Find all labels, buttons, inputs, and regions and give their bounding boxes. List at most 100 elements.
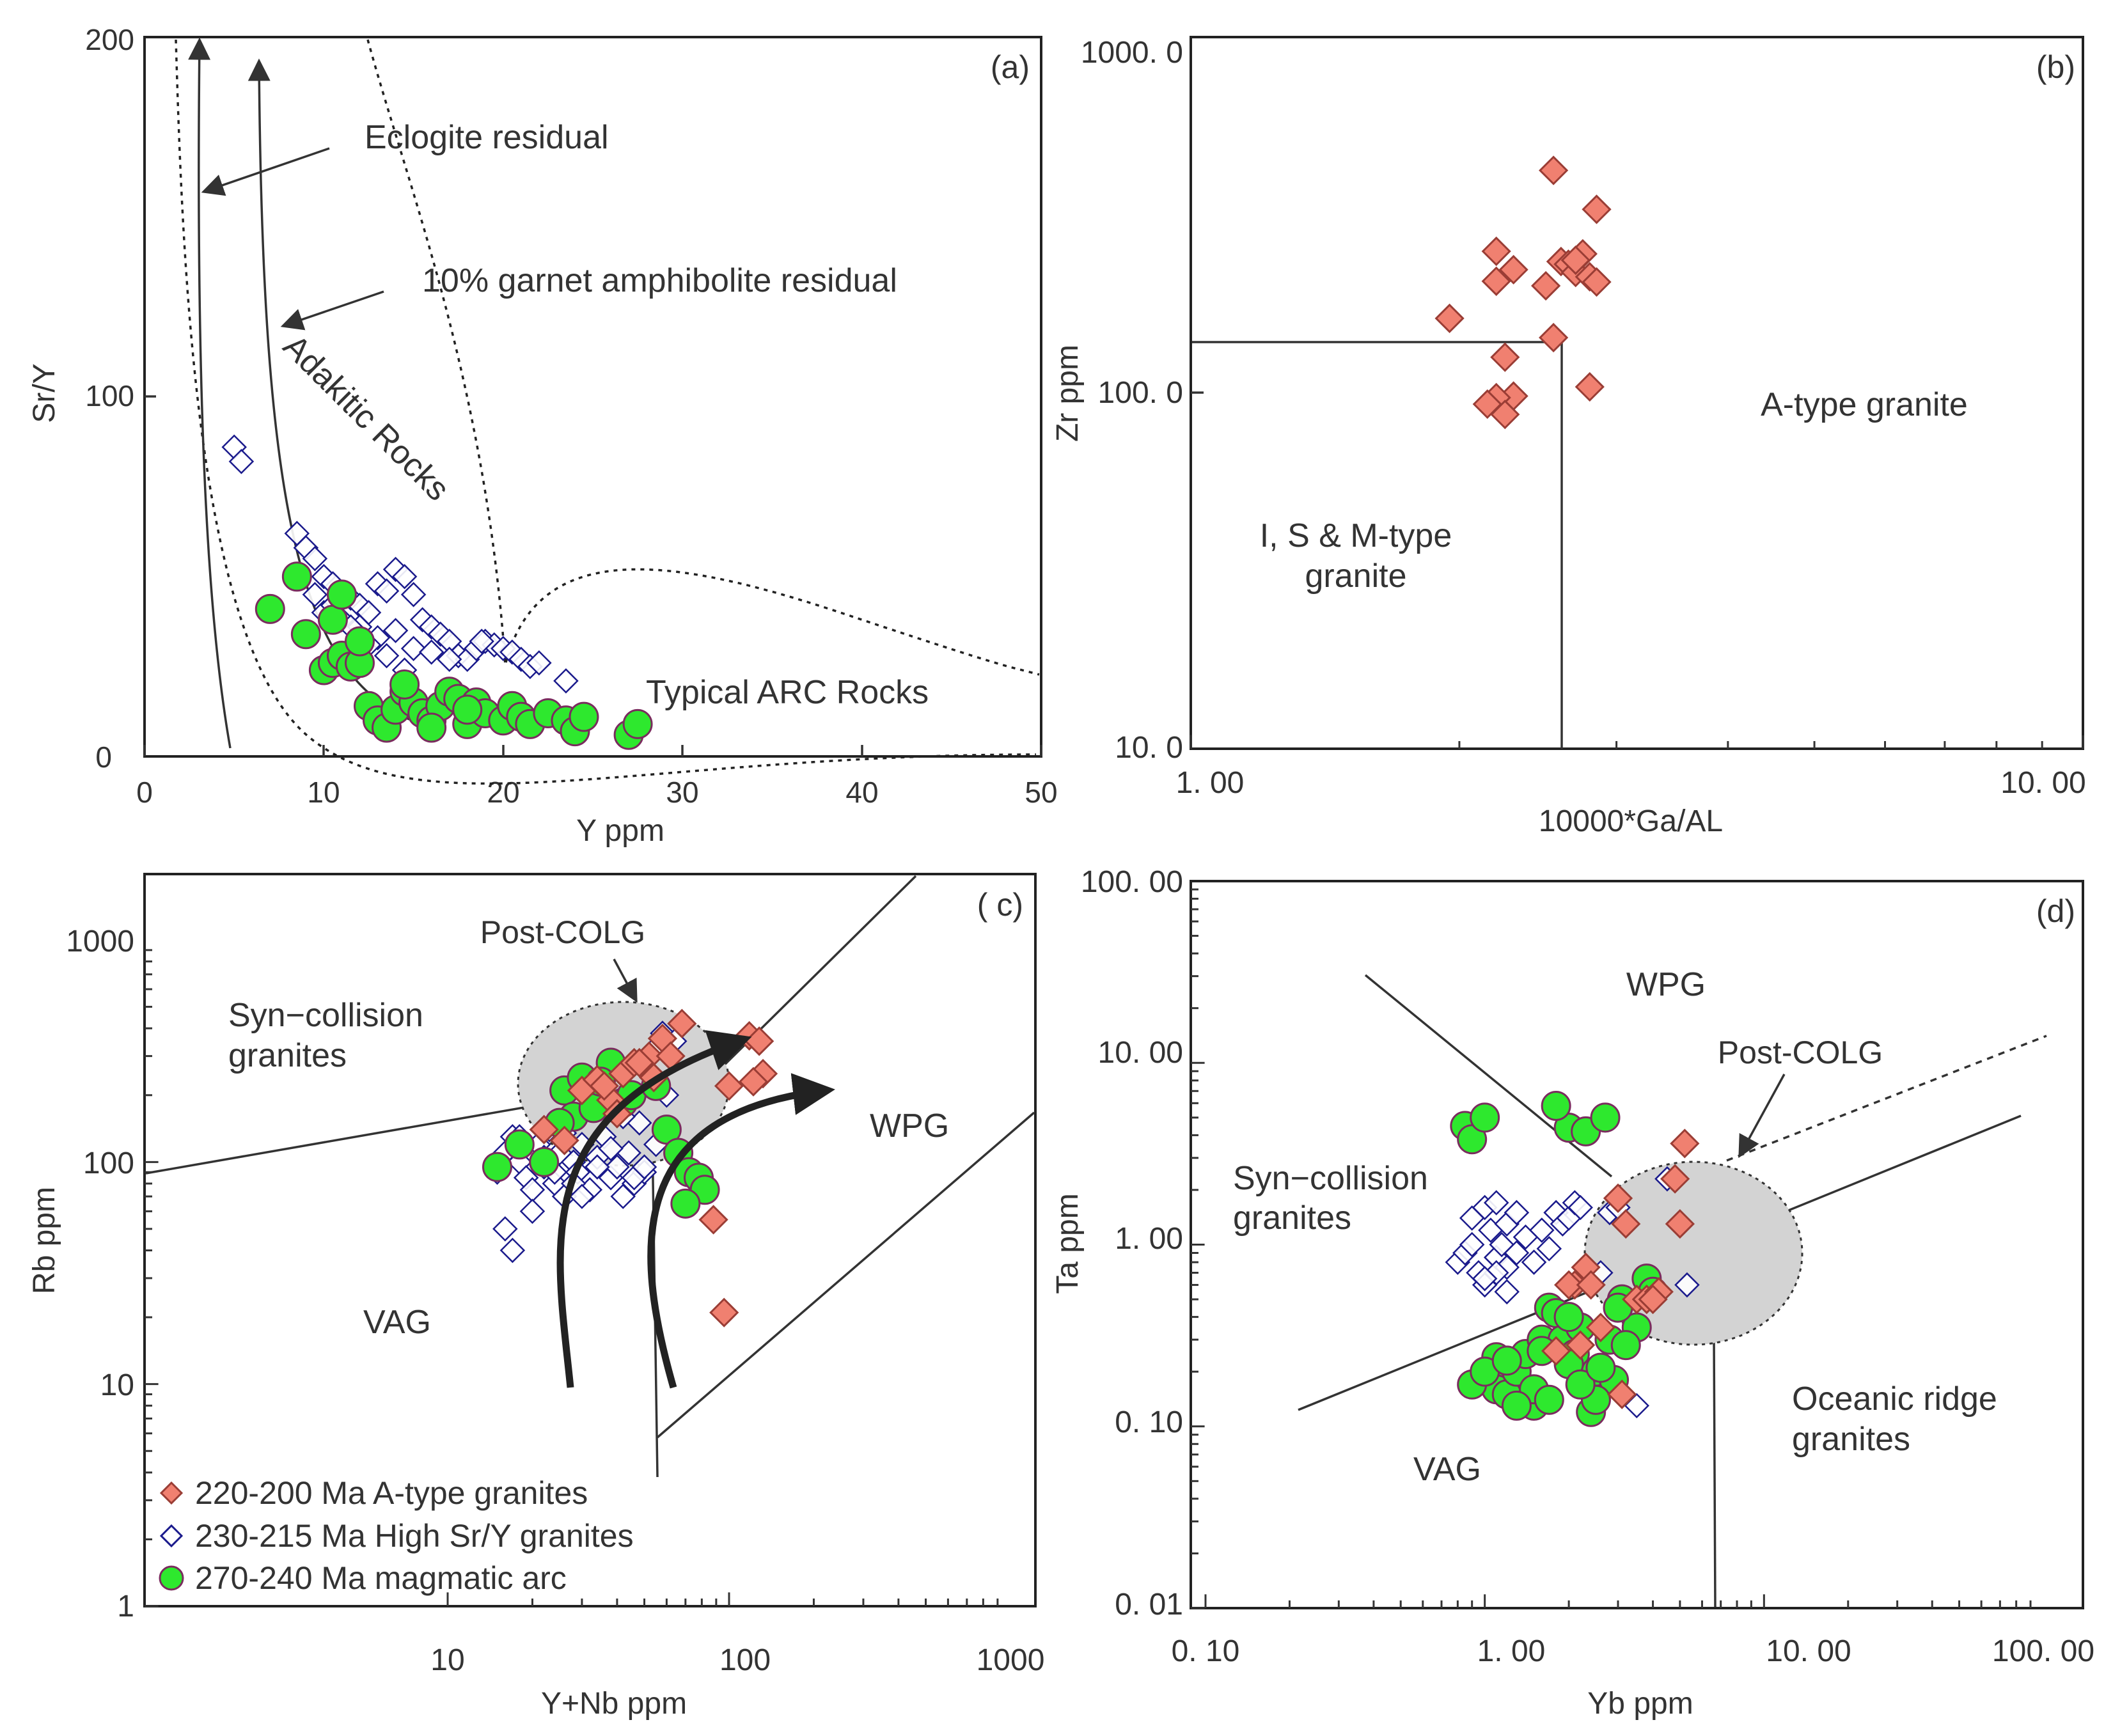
data-point xyxy=(616,1140,641,1166)
panel-b-label: (b) xyxy=(2036,49,2075,85)
data-point xyxy=(549,1125,579,1155)
panel-c-frame xyxy=(143,873,1037,1607)
data-point xyxy=(1504,1200,1530,1226)
data-point xyxy=(624,1047,654,1078)
data-point xyxy=(317,604,348,635)
annotation-syncolg-line2: granites xyxy=(1233,1200,1351,1237)
data-point xyxy=(1491,1345,1522,1376)
data-point xyxy=(529,1146,560,1177)
data-point xyxy=(373,578,400,604)
y-tick-label: 1 xyxy=(117,1590,134,1623)
data-point xyxy=(492,1216,518,1242)
data-point xyxy=(1472,389,1502,419)
panel-b-x-axis-label: 10000*Ga/AL xyxy=(1539,804,1723,838)
x-tick-label: 0 xyxy=(136,776,153,809)
x-tick-label: 50 xyxy=(1025,776,1057,809)
y-tick-label: 10. 0 xyxy=(1115,731,1183,765)
data-point xyxy=(499,1237,526,1263)
panel-a: 0 10 20 30 40 50 0 100 200 Y ppm Sr/Y (a… xyxy=(27,23,1058,848)
data-point xyxy=(519,1198,546,1224)
legend-a-type-label: 220-200 Ma A-type granites xyxy=(195,1475,588,1511)
data-point xyxy=(1536,1236,1562,1262)
data-point xyxy=(1529,1217,1555,1243)
annotation-garnet: 10% garnet amphibolite residual xyxy=(422,262,897,299)
data-point xyxy=(302,582,328,607)
data-point xyxy=(1553,1302,1584,1333)
legend-arc-marker xyxy=(159,1565,184,1591)
post-colg-arrow xyxy=(613,958,638,1003)
data-point xyxy=(1470,1102,1500,1133)
data-point xyxy=(281,561,312,592)
trend-arrow-1 xyxy=(556,1030,752,1388)
data-point xyxy=(482,1152,512,1182)
panel-d: 100. 00 10. 00 1. 00 0. 10 0. 01 0. 10 1… xyxy=(1051,865,2094,1721)
y-tick-label: 100 xyxy=(83,1146,134,1180)
x-tick-label: 1000 xyxy=(977,1643,1045,1677)
annotation-syncolg-line1: Syn−collision xyxy=(1233,1160,1428,1197)
y-tick-label: 10 xyxy=(100,1368,134,1402)
data-point xyxy=(1567,1194,1593,1221)
data-point xyxy=(1566,1330,1596,1360)
annotation-vag: VAG xyxy=(363,1304,431,1341)
x-tick-label: 30 xyxy=(666,776,698,809)
panel-b-minor-ticks xyxy=(1190,735,2043,749)
post-colg-arrow xyxy=(1738,1074,1786,1159)
panel-a-x-axis-label: Y ppm xyxy=(576,814,664,848)
data-point xyxy=(1541,1090,1571,1121)
data-point xyxy=(400,582,427,607)
panel-d-x-axis-label: Yb ppm xyxy=(1587,1687,1693,1721)
data-point xyxy=(391,563,418,590)
y-tick-label: 100. 0 xyxy=(1098,376,1183,410)
data-point xyxy=(344,626,375,657)
wpg-orig-boundary xyxy=(656,1111,1035,1439)
vag-orig-vertical-boundary xyxy=(1713,1336,1716,1607)
y-tick-label: 100 xyxy=(85,379,134,412)
data-point xyxy=(290,619,321,650)
data-point xyxy=(1638,1284,1668,1315)
eclogite-trend xyxy=(188,37,232,749)
annotation-syncolg-line1: Syn−collision xyxy=(228,997,423,1034)
x-tick-label: 10. 00 xyxy=(1766,1634,1851,1668)
data-point xyxy=(529,1114,559,1145)
x-tick-label: 100. 00 xyxy=(1992,1634,2094,1668)
annotation-syncolg-line2: granites xyxy=(228,1037,347,1074)
panel-c-y-axis-label: Rb ppm xyxy=(27,1187,61,1294)
annotation-post-colg: Post-COLG xyxy=(1718,1035,1883,1070)
data-point xyxy=(604,1154,630,1180)
data-point xyxy=(1610,1330,1641,1361)
y-tick-label: 1. 00 xyxy=(1115,1222,1183,1256)
data-point xyxy=(1603,1183,1633,1214)
data-point xyxy=(1490,342,1520,372)
annotation-isv-line2: granite xyxy=(1305,558,1407,595)
data-point xyxy=(1607,1379,1637,1409)
data-point xyxy=(1541,1336,1571,1366)
data-point xyxy=(698,1205,728,1235)
panel-d-minor-ticks xyxy=(1191,888,2032,1609)
data-point xyxy=(647,1023,678,1054)
data-point xyxy=(302,545,328,572)
y-tick-label: 10. 00 xyxy=(1098,1036,1183,1070)
annotation-post-colg: Post-COLG xyxy=(480,914,645,950)
garnet-arrow xyxy=(280,290,384,331)
x-tick-label: 1. 00 xyxy=(1176,766,1245,800)
data-point xyxy=(709,1297,739,1327)
data-point xyxy=(1498,254,1528,285)
data-point xyxy=(631,1154,657,1180)
data-point xyxy=(255,593,285,624)
data-point xyxy=(553,668,579,694)
annotation-vag: VAG xyxy=(1413,1451,1481,1488)
data-point xyxy=(1575,371,1605,402)
data-point xyxy=(1434,303,1465,334)
data-point xyxy=(656,1041,686,1071)
y-tick-label: 0. 10 xyxy=(1115,1405,1183,1439)
x-tick-label: 1. 00 xyxy=(1477,1634,1546,1668)
panel-c-x-axis-label: Y+Nb ppm xyxy=(541,1687,687,1721)
data-point xyxy=(569,1184,595,1209)
panel-b: 10. 0 100. 0 1000. 0 1. 00 10. 00 10000*… xyxy=(1051,36,2086,838)
data-point xyxy=(667,1008,697,1038)
data-point xyxy=(1534,1384,1564,1415)
annotation-isv-line1: I, S & M-type xyxy=(1260,517,1452,554)
panel-b-ticks xyxy=(1191,391,2084,749)
data-point xyxy=(1582,267,1612,297)
panel-c-label: ( c) xyxy=(977,887,1023,923)
